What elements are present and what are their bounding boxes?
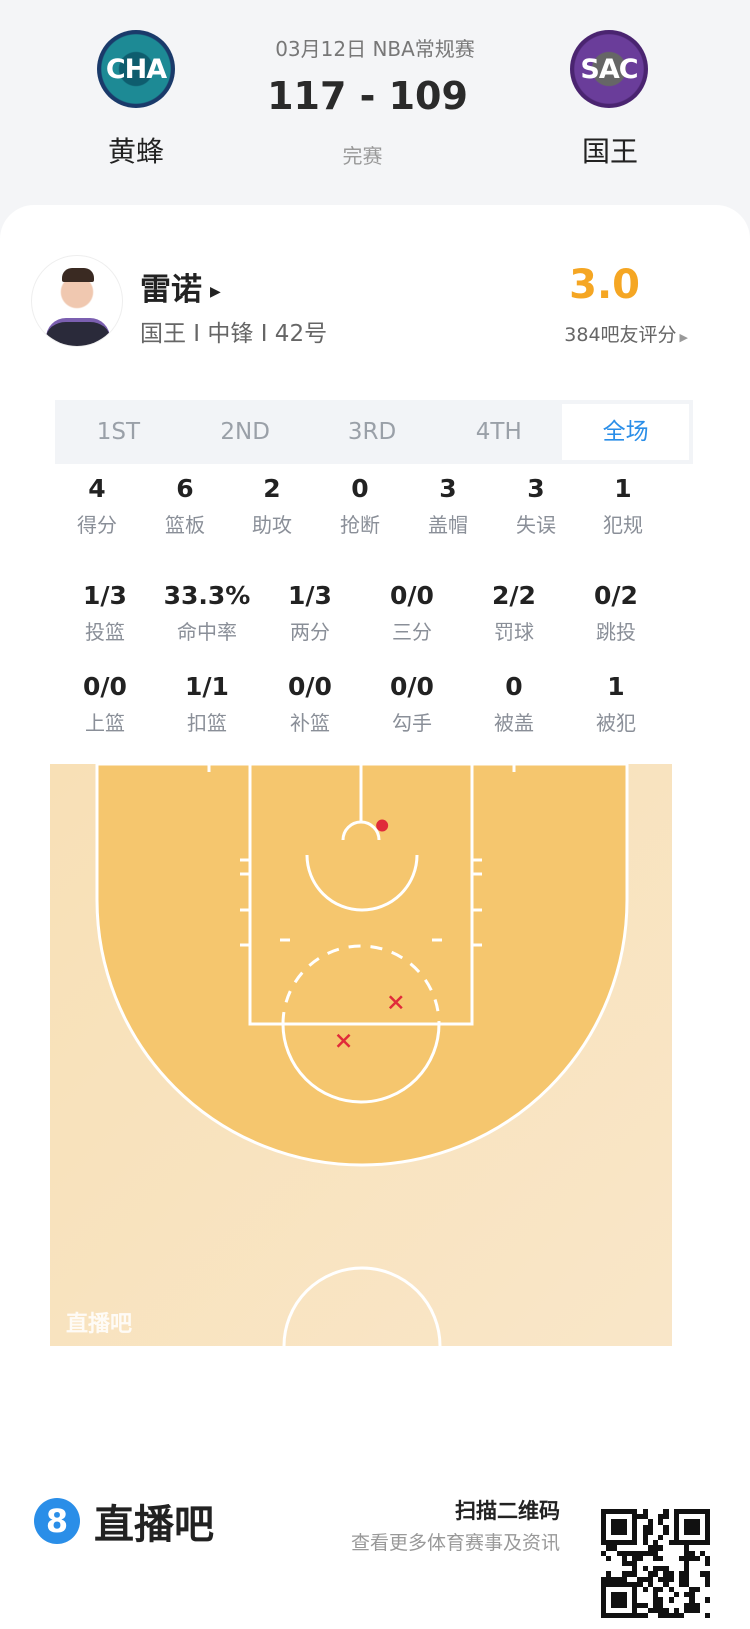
stat-被犯: 1 被犯: [561, 672, 671, 736]
stat-label: 三分: [392, 620, 432, 644]
home-abbr: CHA: [105, 53, 167, 85]
stat-value: 0/0: [83, 672, 127, 701]
brand-badge-icon: 8: [34, 1498, 80, 1544]
stat-value: 0/2: [594, 581, 638, 610]
stat-篮板: 6 篮板: [130, 474, 240, 538]
stat-value: 3: [527, 474, 545, 503]
stat-value: 0: [505, 672, 523, 701]
player-name: 雷诺: [140, 272, 202, 308]
away-team-name[interactable]: 国王: [581, 135, 638, 168]
stat-value: 2/2: [492, 581, 536, 610]
stat-两分: 1/3 两分: [255, 581, 365, 645]
period-tabs: 1ST 2ND 3RD 4TH 全场: [55, 400, 693, 464]
stat-label: 被犯: [596, 711, 636, 735]
stat-label: 得分: [77, 513, 117, 537]
tab-1st[interactable]: 1ST: [96, 419, 141, 445]
stat-label: 命中率: [177, 620, 237, 644]
stat-label: 罚球: [494, 620, 534, 644]
tab-full-game[interactable]: 全场: [562, 404, 689, 460]
stat-跳投: 0/2 跳投: [561, 581, 671, 645]
player-info: 国王 I 中锋 I 42号: [140, 321, 328, 347]
game-score: 117 - 109: [267, 74, 468, 118]
brand-name: 直播吧: [94, 1502, 214, 1548]
stat-value: 1/3: [288, 581, 332, 610]
stat-投篮: 1/3 投篮: [50, 581, 160, 645]
chevron-right-icon: ▶: [210, 283, 221, 300]
stat-label: 失误: [516, 513, 556, 537]
player-rating: 3.0: [569, 262, 640, 308]
stat-value: 2: [263, 474, 281, 503]
stat-失误: 3 失误: [481, 474, 591, 538]
away-abbr: SAC: [580, 53, 638, 85]
qr-subtitle: 查看更多体育赛事及资讯: [350, 1532, 560, 1554]
stat-value: 1: [607, 672, 625, 701]
stat-value: 1: [614, 474, 632, 503]
shot-chart: 直播吧: [50, 764, 672, 1346]
stat-勾手: 0/0 勾手: [357, 672, 467, 736]
three-point-area: [95, 764, 629, 1167]
tab-4th[interactable]: 4TH: [475, 419, 522, 445]
stat-value: 1/1: [185, 672, 229, 701]
stat-label: 被盖: [494, 711, 534, 735]
stat-label: 勾手: [392, 711, 432, 735]
stat-label: 两分: [290, 620, 330, 644]
stat-助攻: 2 助攻: [217, 474, 327, 538]
rating-count-link[interactable]: 384吧友评分 ▶: [564, 320, 688, 347]
shot-missed-marker: [388, 995, 403, 1010]
stat-value: 3: [439, 474, 457, 503]
stat-罚球: 2/2 罚球: [459, 581, 569, 645]
away-team-logo[interactable]: SAC: [570, 30, 648, 108]
home-team-logo[interactable]: CHA: [97, 30, 175, 108]
stat-被盖: 0 被盖: [459, 672, 569, 736]
stat-value: 1/3: [83, 581, 127, 610]
qr-code[interactable]: [601, 1509, 711, 1619]
stat-盖帽: 3 盖帽: [393, 474, 503, 538]
stat-犯规: 1 犯规: [568, 474, 678, 538]
court-svg: [50, 764, 672, 1346]
brand-logo[interactable]: 8 直播吧: [34, 1492, 214, 1550]
game-date-league: 03月12日 NBA常规赛: [275, 37, 475, 61]
stat-value: 33.3%: [163, 581, 251, 610]
tab-2nd[interactable]: 2ND: [220, 419, 270, 445]
qr-title: 扫描二维码: [455, 1499, 560, 1523]
stat-label: 犯规: [603, 513, 643, 537]
shot-made-marker: [376, 819, 389, 832]
tab-3rd[interactable]: 3RD: [347, 419, 397, 445]
stat-label: 跳投: [596, 620, 636, 644]
stat-扣篮: 1/1 扣篮: [152, 672, 262, 736]
court-lines: [207, 764, 516, 1346]
stat-label: 助攻: [252, 513, 292, 537]
player-avatar[interactable]: [31, 255, 123, 347]
stat-value: 0/0: [390, 672, 434, 701]
player-name-link[interactable]: 雷诺 ▶: [140, 264, 221, 309]
stat-补篮: 0/0 补篮: [255, 672, 365, 736]
stat-抢断: 0 抢断: [305, 474, 415, 538]
rating-count: 384吧友评分: [564, 324, 677, 346]
watermark: 直播吧: [66, 1312, 133, 1337]
stat-得分: 4 得分: [42, 474, 152, 538]
stat-label: 补篮: [290, 711, 330, 735]
stat-命中率: 33.3% 命中率: [152, 581, 262, 645]
stat-label: 篮板: [165, 513, 205, 537]
stat-label: 抢断: [340, 513, 380, 537]
stat-value: 6: [176, 474, 194, 503]
game-status: 完赛: [342, 144, 383, 168]
stat-value: 4: [88, 474, 106, 503]
stat-三分: 0/0 三分: [357, 581, 467, 645]
stat-label: 扣篮: [187, 711, 227, 735]
stat-label: 盖帽: [428, 513, 468, 537]
stat-value: 0: [351, 474, 369, 503]
chevron-right-icon: ▶: [679, 331, 688, 344]
stat-label: 投篮: [85, 620, 125, 644]
stat-value: 0/0: [288, 672, 332, 701]
home-team-name[interactable]: 黄蜂: [107, 135, 164, 168]
stat-label: 上篮: [85, 711, 125, 735]
stat-value: 0/0: [390, 581, 434, 610]
stat-上篮: 0/0 上篮: [50, 672, 160, 736]
shot-missed-marker: [336, 1033, 351, 1048]
